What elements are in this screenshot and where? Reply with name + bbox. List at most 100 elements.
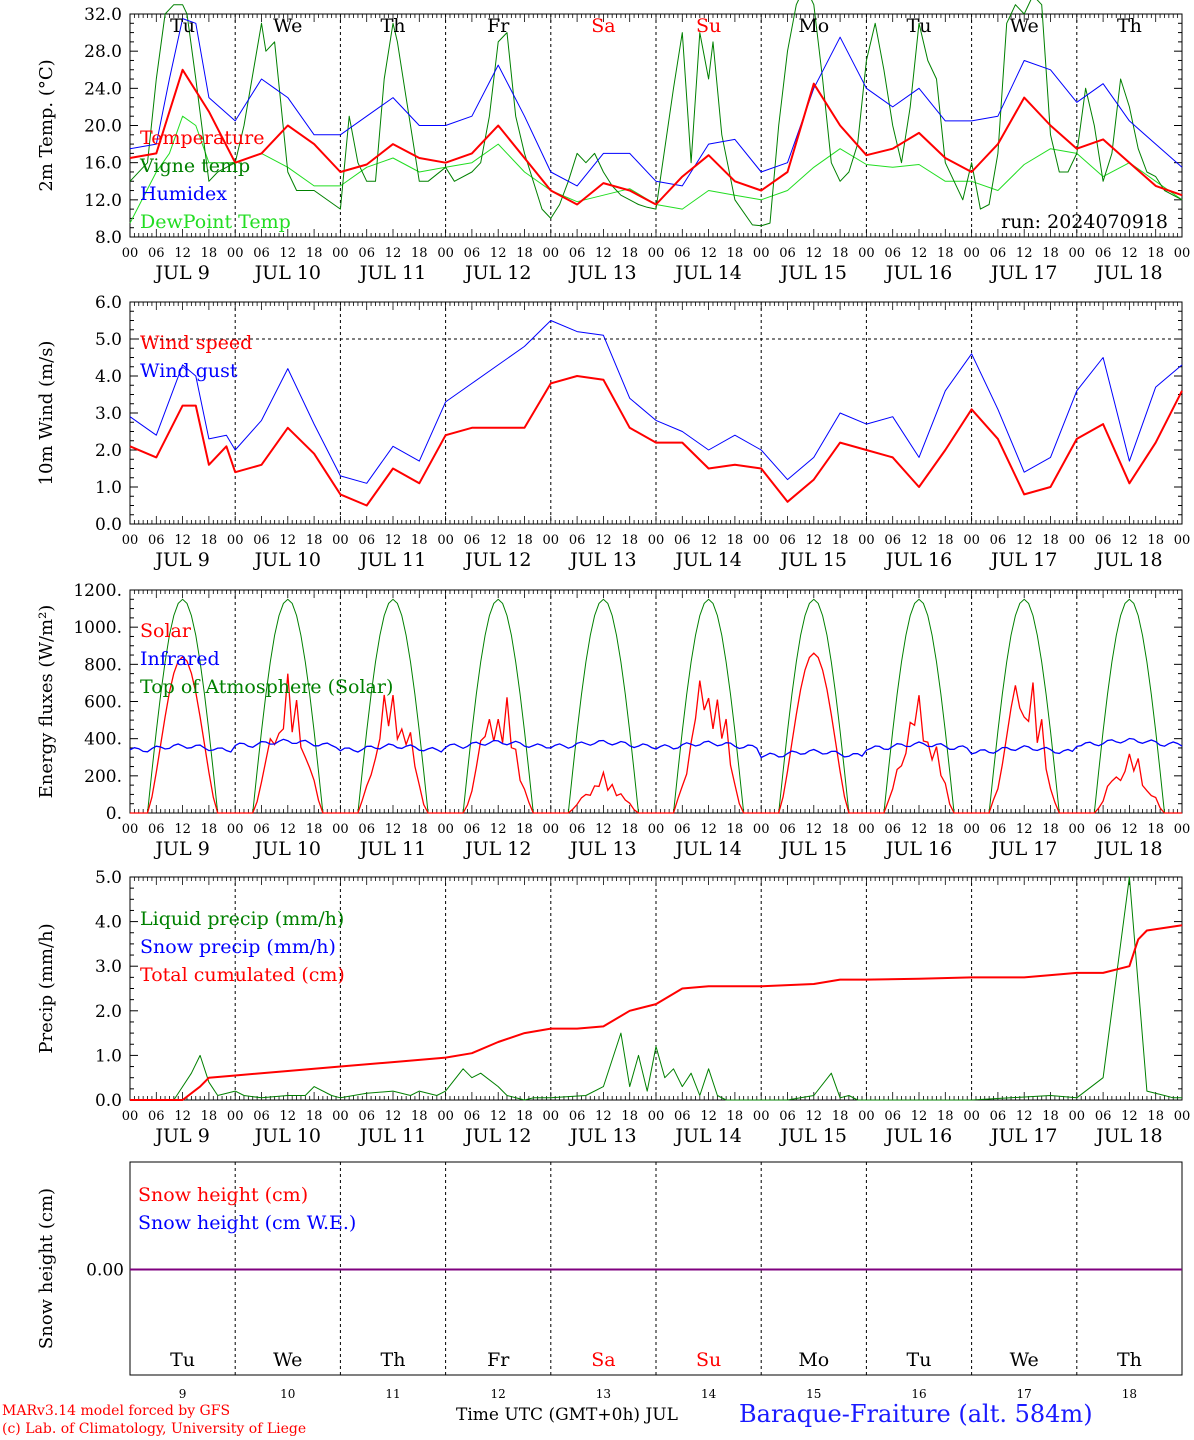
hour-tick-label: 18 xyxy=(411,533,428,548)
legend-entry: Liquid precip (mm/h) xyxy=(140,908,344,930)
hour-tick-label: 00 xyxy=(332,246,349,261)
hour-tick-label: 12 xyxy=(174,822,191,837)
y-tick-label: 0.0 xyxy=(95,515,122,535)
y-tick-label: 1200. xyxy=(73,581,122,601)
hour-tick-label: 00 xyxy=(332,533,349,548)
hour-tick-label: 18 xyxy=(937,1109,954,1124)
hour-tick-label: 12 xyxy=(700,1109,717,1124)
hour-tick-label: 06 xyxy=(569,533,586,548)
date-label: JUL 12 xyxy=(463,1125,531,1147)
infrared-line xyxy=(129,737,1183,759)
date-label: JUL 11 xyxy=(358,838,426,860)
hour-tick-label: 06 xyxy=(779,822,796,837)
y-tick-label: 2.0 xyxy=(95,441,122,461)
hour-tick-label: 18 xyxy=(1042,246,1059,261)
date-label: JUL 9 xyxy=(153,838,209,860)
hour-tick-label: 06 xyxy=(569,822,586,837)
weekday-label: Mo xyxy=(798,15,829,37)
date-label: JUL 10 xyxy=(253,262,321,284)
y-tick-label: 24.0 xyxy=(84,79,122,99)
weekday-label: Mo xyxy=(798,1349,829,1371)
hour-tick-label: 00 xyxy=(858,1109,875,1124)
hour-tick-label: 06 xyxy=(148,822,165,837)
hour-tick-label: 00 xyxy=(858,246,875,261)
wind-speed-line xyxy=(129,375,1183,507)
hour-tick-label: 00 xyxy=(1069,822,1086,837)
hour-tick-label: 06 xyxy=(990,533,1007,548)
hour-tick-label: 00 xyxy=(648,822,665,837)
y-tick-label: 3.0 xyxy=(95,957,122,977)
hour-tick-label: 00 xyxy=(963,822,980,837)
hour-tick-label: 00 xyxy=(753,246,770,261)
date-label: JUL 13 xyxy=(568,549,636,571)
hour-tick-label: 18 xyxy=(306,822,323,837)
weekday-label: Tu xyxy=(170,1349,195,1371)
hour-tick-label: 06 xyxy=(1095,533,1112,548)
hour-tick-label: 06 xyxy=(148,246,165,261)
y-tick-label: 0.00 xyxy=(86,1261,124,1281)
weekday-label: Fr xyxy=(487,15,510,37)
hour-tick-label: 12 xyxy=(174,533,191,548)
day-number-label: 9 xyxy=(179,1387,187,1401)
day-number-label: 10 xyxy=(280,1387,295,1401)
date-label: JUL 14 xyxy=(673,838,741,860)
hour-tick-label: 06 xyxy=(674,1109,691,1124)
hour-tick-label: 12 xyxy=(1016,822,1033,837)
date-label: JUL 11 xyxy=(358,262,426,284)
legend-entry: Snow precip (mm/h) xyxy=(140,936,336,958)
hour-tick-label: 06 xyxy=(884,822,901,837)
hour-tick-label: 06 xyxy=(779,246,796,261)
hour-tick-label: 00 xyxy=(437,533,454,548)
hour-tick-label: 06 xyxy=(1095,1109,1112,1124)
hour-tick-label: 06 xyxy=(358,1109,375,1124)
hour-tick-label: 06 xyxy=(253,246,270,261)
day-number-label: 13 xyxy=(596,1387,611,1401)
hour-tick-label: 18 xyxy=(306,246,323,261)
hour-tick-label: 06 xyxy=(674,822,691,837)
date-label: JUL 15 xyxy=(779,1125,847,1147)
hour-tick-label: 06 xyxy=(464,246,481,261)
date-label: JUL 12 xyxy=(463,838,531,860)
hour-tick-label: 06 xyxy=(884,1109,901,1124)
hour-tick-label: 12 xyxy=(700,822,717,837)
hour-tick-label: 06 xyxy=(990,246,1007,261)
hour-tick-label: 00 xyxy=(437,246,454,261)
hour-tick-label: 06 xyxy=(1095,822,1112,837)
hour-tick-label: 12 xyxy=(911,246,928,261)
day-number-label: 11 xyxy=(385,1387,400,1401)
date-label: JUL 18 xyxy=(1094,1125,1162,1147)
hour-tick-label: 18 xyxy=(201,533,218,548)
hour-tick-label: 12 xyxy=(490,822,507,837)
hour-tick-label: 12 xyxy=(911,1109,928,1124)
time-axis-label: Time UTC (GMT+0h) JUL xyxy=(456,1405,678,1425)
hour-tick-label: 00 xyxy=(122,1109,139,1124)
date-label: JUL 16 xyxy=(884,838,952,860)
date-label: JUL 10 xyxy=(253,549,321,571)
hour-tick-label: 12 xyxy=(806,533,823,548)
legend-entry: Infrared xyxy=(140,648,220,670)
hour-tick-label: 06 xyxy=(253,822,270,837)
date-label: JUL 9 xyxy=(153,1125,209,1147)
hour-tick-label: 18 xyxy=(1042,1109,1059,1124)
y-tick-label: 200. xyxy=(84,767,122,787)
hour-tick-label: 00 xyxy=(122,246,139,261)
hour-tick-label: 12 xyxy=(385,246,402,261)
date-label: JUL 17 xyxy=(989,549,1057,571)
hour-tick-label: 12 xyxy=(280,822,297,837)
hour-tick-label: 06 xyxy=(464,822,481,837)
day-number-label: 14 xyxy=(701,1387,717,1401)
y-tick-label: 28.0 xyxy=(84,42,122,62)
liquid-precip-line xyxy=(130,876,1182,1101)
day-number-label: 15 xyxy=(806,1387,821,1401)
hour-tick-label: 12 xyxy=(174,246,191,261)
y-tick-label: 5.0 xyxy=(95,868,122,888)
hour-tick-label: 06 xyxy=(569,1109,586,1124)
hour-tick-label: 00 xyxy=(648,1109,665,1124)
hour-tick-label: 00 xyxy=(858,822,875,837)
legend-entry: Total cumulated (cm) xyxy=(140,964,345,986)
hour-tick-label: 00 xyxy=(1069,1109,1086,1124)
hour-tick-label: 06 xyxy=(674,246,691,261)
y-tick-label: 8.0 xyxy=(95,228,122,248)
y-tick-label: 5.0 xyxy=(95,330,122,350)
